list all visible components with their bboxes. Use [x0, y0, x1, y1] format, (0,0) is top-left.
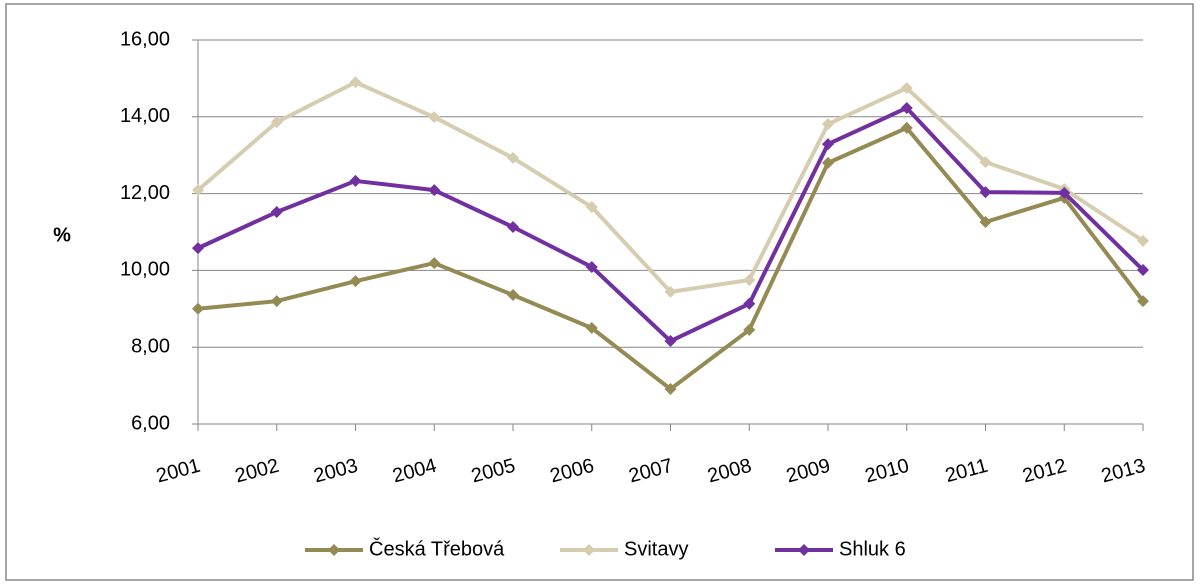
y-tick-label: 14,00	[120, 105, 170, 127]
data-point	[822, 118, 834, 131]
data-point	[192, 302, 204, 315]
data-point	[349, 76, 362, 89]
legend-item: Shluk 6	[775, 538, 906, 560]
data-point	[428, 111, 441, 124]
data-point	[664, 335, 677, 348]
data-point	[349, 275, 362, 288]
data-point	[979, 186, 992, 199]
data-point	[743, 297, 756, 310]
legend-marker	[583, 544, 595, 556]
y-tick-label: 10,00	[120, 259, 170, 281]
data-point	[270, 295, 283, 308]
data-point	[507, 288, 519, 301]
data-point	[507, 151, 519, 164]
data-point	[349, 174, 362, 187]
data-point	[822, 138, 834, 151]
y-tick-label: 12,00	[120, 182, 170, 204]
y-tick-label: 6,00	[131, 412, 170, 434]
legend-marker	[798, 544, 810, 556]
data-point	[192, 242, 204, 255]
legend-label: Svitavy	[624, 538, 688, 560]
data-point	[664, 383, 677, 396]
y-tick-label: 16,00	[120, 28, 170, 50]
data-point	[743, 323, 756, 336]
data-point	[900, 101, 913, 114]
data-point	[192, 184, 204, 197]
chart-frame	[5, 3, 1194, 581]
legend-label: Shluk 6	[839, 538, 906, 560]
data-point	[979, 156, 992, 169]
y-axis-label: %	[53, 224, 71, 246]
data-point	[585, 322, 598, 334]
data-point	[822, 156, 834, 169]
data-point	[1137, 295, 1149, 308]
data-point	[979, 216, 992, 229]
data-point	[270, 116, 283, 129]
data-point	[743, 274, 756, 286]
data-point	[900, 121, 913, 134]
data-point	[507, 221, 519, 234]
data-point	[428, 257, 441, 270]
data-point	[270, 206, 283, 219]
legend-item: Česká Třebová	[305, 537, 505, 560]
data-point	[1137, 234, 1149, 247]
data-point	[585, 201, 598, 214]
data-point	[1058, 186, 1071, 199]
data-point	[1137, 264, 1149, 277]
data-point	[428, 184, 441, 197]
data-point	[585, 260, 598, 273]
legend-marker	[328, 544, 340, 556]
legend-item: Svitavy	[560, 538, 688, 560]
data-point	[900, 82, 913, 94]
y-tick-label: 8,00	[131, 335, 170, 357]
data-point	[664, 285, 677, 298]
legend-label: Česká Třebová	[369, 537, 505, 560]
